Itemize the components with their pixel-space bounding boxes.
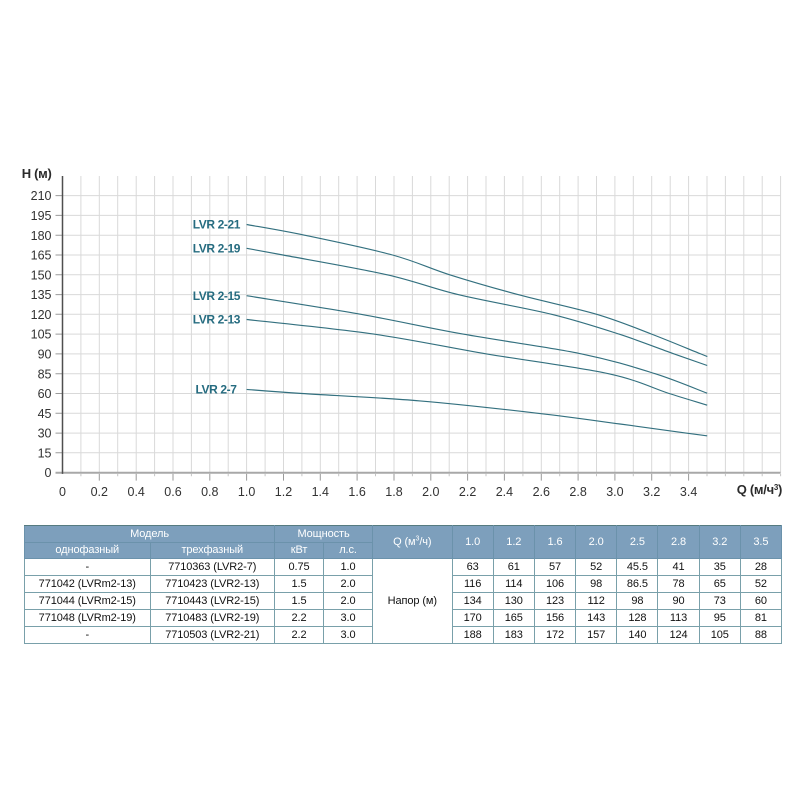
- svg-text:LVR 2-19: LVR 2-19: [193, 241, 241, 255]
- svg-text:30: 30: [38, 427, 52, 441]
- svg-text:1.6: 1.6: [348, 485, 365, 499]
- svg-text:0.6: 0.6: [164, 485, 181, 499]
- svg-text:0.4: 0.4: [128, 485, 145, 499]
- svg-text:H (м): H (м): [22, 166, 52, 181]
- svg-text:1.8: 1.8: [385, 485, 402, 499]
- svg-text:135: 135: [31, 288, 52, 302]
- svg-text:3.0: 3.0: [606, 485, 623, 499]
- svg-text:2.2: 2.2: [459, 485, 476, 499]
- svg-text:195: 195: [31, 209, 52, 223]
- svg-text:0.8: 0.8: [201, 485, 218, 499]
- svg-text:45: 45: [38, 407, 52, 421]
- svg-text:3.2: 3.2: [643, 485, 660, 499]
- svg-text:85: 85: [38, 367, 52, 381]
- svg-text:1.0: 1.0: [238, 485, 255, 499]
- svg-text:2.8: 2.8: [569, 485, 586, 499]
- svg-text:LVR 2-13: LVR 2-13: [193, 313, 241, 327]
- svg-text:LVR 2-7: LVR 2-7: [196, 383, 238, 397]
- svg-text:210: 210: [31, 189, 52, 203]
- svg-text:Q (м/ч3): Q (м/ч3): [737, 482, 782, 497]
- svg-text:120: 120: [31, 308, 52, 322]
- svg-text:2.4: 2.4: [496, 485, 513, 499]
- svg-text:105: 105: [31, 328, 52, 342]
- svg-text:LVR 2-21: LVR 2-21: [193, 218, 241, 232]
- svg-text:1.2: 1.2: [275, 485, 292, 499]
- svg-text:0: 0: [45, 466, 52, 480]
- svg-text:60: 60: [38, 387, 52, 401]
- svg-text:0.2: 0.2: [91, 485, 108, 499]
- svg-text:90: 90: [38, 348, 52, 362]
- svg-text:0: 0: [59, 485, 66, 499]
- svg-text:1.4: 1.4: [312, 485, 329, 499]
- svg-text:150: 150: [31, 268, 52, 282]
- svg-text:2.6: 2.6: [533, 485, 550, 499]
- svg-text:2.0: 2.0: [422, 485, 439, 499]
- svg-text:LVR 2-15: LVR 2-15: [193, 289, 241, 303]
- svg-text:180: 180: [31, 229, 52, 243]
- svg-text:15: 15: [38, 446, 52, 460]
- svg-text:165: 165: [31, 249, 52, 263]
- svg-text:3.4: 3.4: [680, 485, 697, 499]
